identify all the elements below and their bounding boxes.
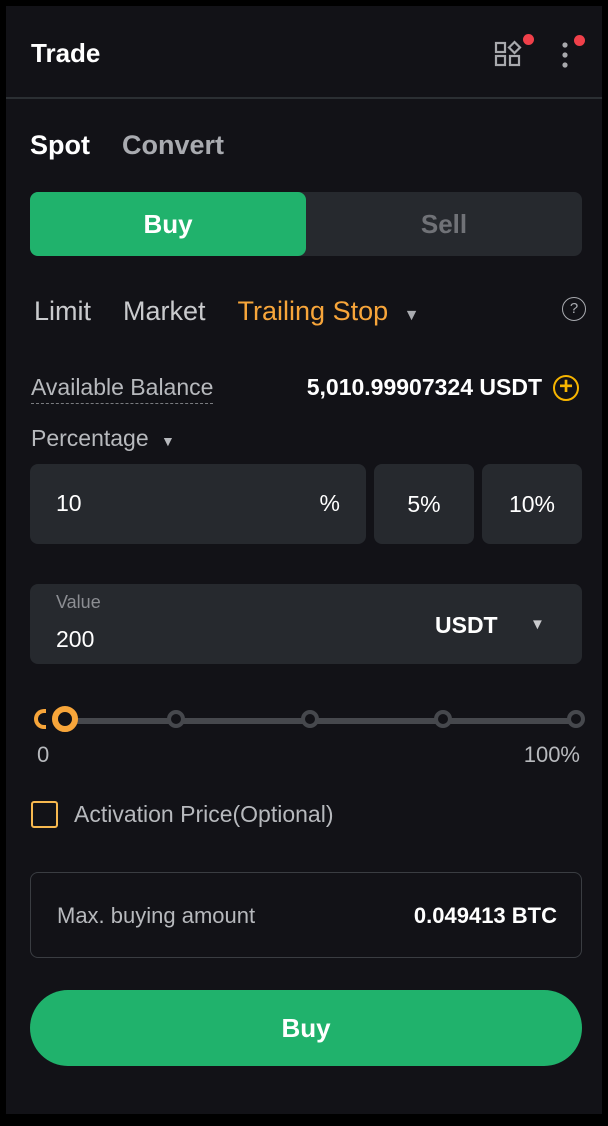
max-buying-amount: Max. buying amount 0.049413 BTC <box>30 872 582 958</box>
sell-tab[interactable]: Sell <box>420 208 468 239</box>
market-tabs: Spot Convert <box>30 130 224 161</box>
activation-price-checkbox[interactable] <box>31 801 58 828</box>
value-label: Value <box>56 592 101 612</box>
page-title: Trade <box>31 38 101 68</box>
preset-5-button[interactable]: 5% <box>374 464 474 544</box>
caret-down-icon: ▼ <box>161 433 175 449</box>
value-input[interactable]: Value 200 USDT ▼ <box>30 584 582 664</box>
max-buy-label: Max. buying amount <box>57 903 256 928</box>
slider-node-25[interactable] <box>167 710 185 728</box>
notification-dot <box>574 35 585 46</box>
slider-max-label: 100% <box>523 742 580 767</box>
more-vertical-icon[interactable] <box>560 42 570 68</box>
slider-handle-arc <box>34 709 46 729</box>
add-funds-icon[interactable]: + <box>553 375 579 401</box>
slider-node-50[interactable] <box>301 710 319 728</box>
percentage-input[interactable]: 10 % <box>30 464 366 544</box>
preset-10-button[interactable]: 10% <box>482 464 582 544</box>
order-type-market[interactable]: Market <box>123 296 206 326</box>
order-type-label: Trailing Stop <box>237 296 389 326</box>
order-type-tabs: Limit Market Trailing Stop ▼ <box>34 296 419 327</box>
tab-spot[interactable]: Spot <box>30 130 90 160</box>
slider-node-100[interactable] <box>567 710 585 728</box>
order-type-trailing-stop[interactable]: Trailing Stop ▼ <box>238 296 420 327</box>
slider-min-label: 0 <box>37 742 50 767</box>
header: Trade <box>6 6 602 99</box>
slider-node-75[interactable] <box>434 710 452 728</box>
percentage-unit: % <box>319 490 340 516</box>
currency-select[interactable]: USDT <box>435 612 498 638</box>
widgets-icon[interactable] <box>494 40 522 68</box>
slider-handle[interactable] <box>52 706 78 732</box>
side-toggle: Buy Sell <box>30 192 582 256</box>
tab-convert[interactable]: Convert <box>122 130 225 160</box>
trade-panel: Trade Spot Convert Buy Sell Limit Market… <box>6 6 602 1114</box>
max-buy-value: 0.049413 BTC <box>413 903 557 928</box>
caret-down-icon: ▼ <box>403 307 420 324</box>
slider-track[interactable] <box>72 718 576 724</box>
percentage-value: 10 <box>56 490 82 516</box>
buy-tab[interactable]: Buy <box>30 192 306 256</box>
available-balance-value: 5,010.99907324 USDT <box>306 374 542 400</box>
order-type-limit[interactable]: Limit <box>34 296 92 326</box>
buy-submit-button[interactable]: Buy <box>30 990 582 1066</box>
notification-dot <box>523 34 534 45</box>
activation-price-label[interactable]: Activation Price(Optional) <box>74 801 334 827</box>
available-balance-label[interactable]: Available Balance <box>31 374 214 404</box>
value-amount: 200 <box>56 626 95 652</box>
percentage-dropdown[interactable]: Percentage ▼ <box>31 425 175 452</box>
help-icon[interactable]: ? <box>562 297 586 321</box>
caret-down-icon[interactable]: ▼ <box>530 616 545 633</box>
percentage-label: Percentage <box>31 425 149 451</box>
